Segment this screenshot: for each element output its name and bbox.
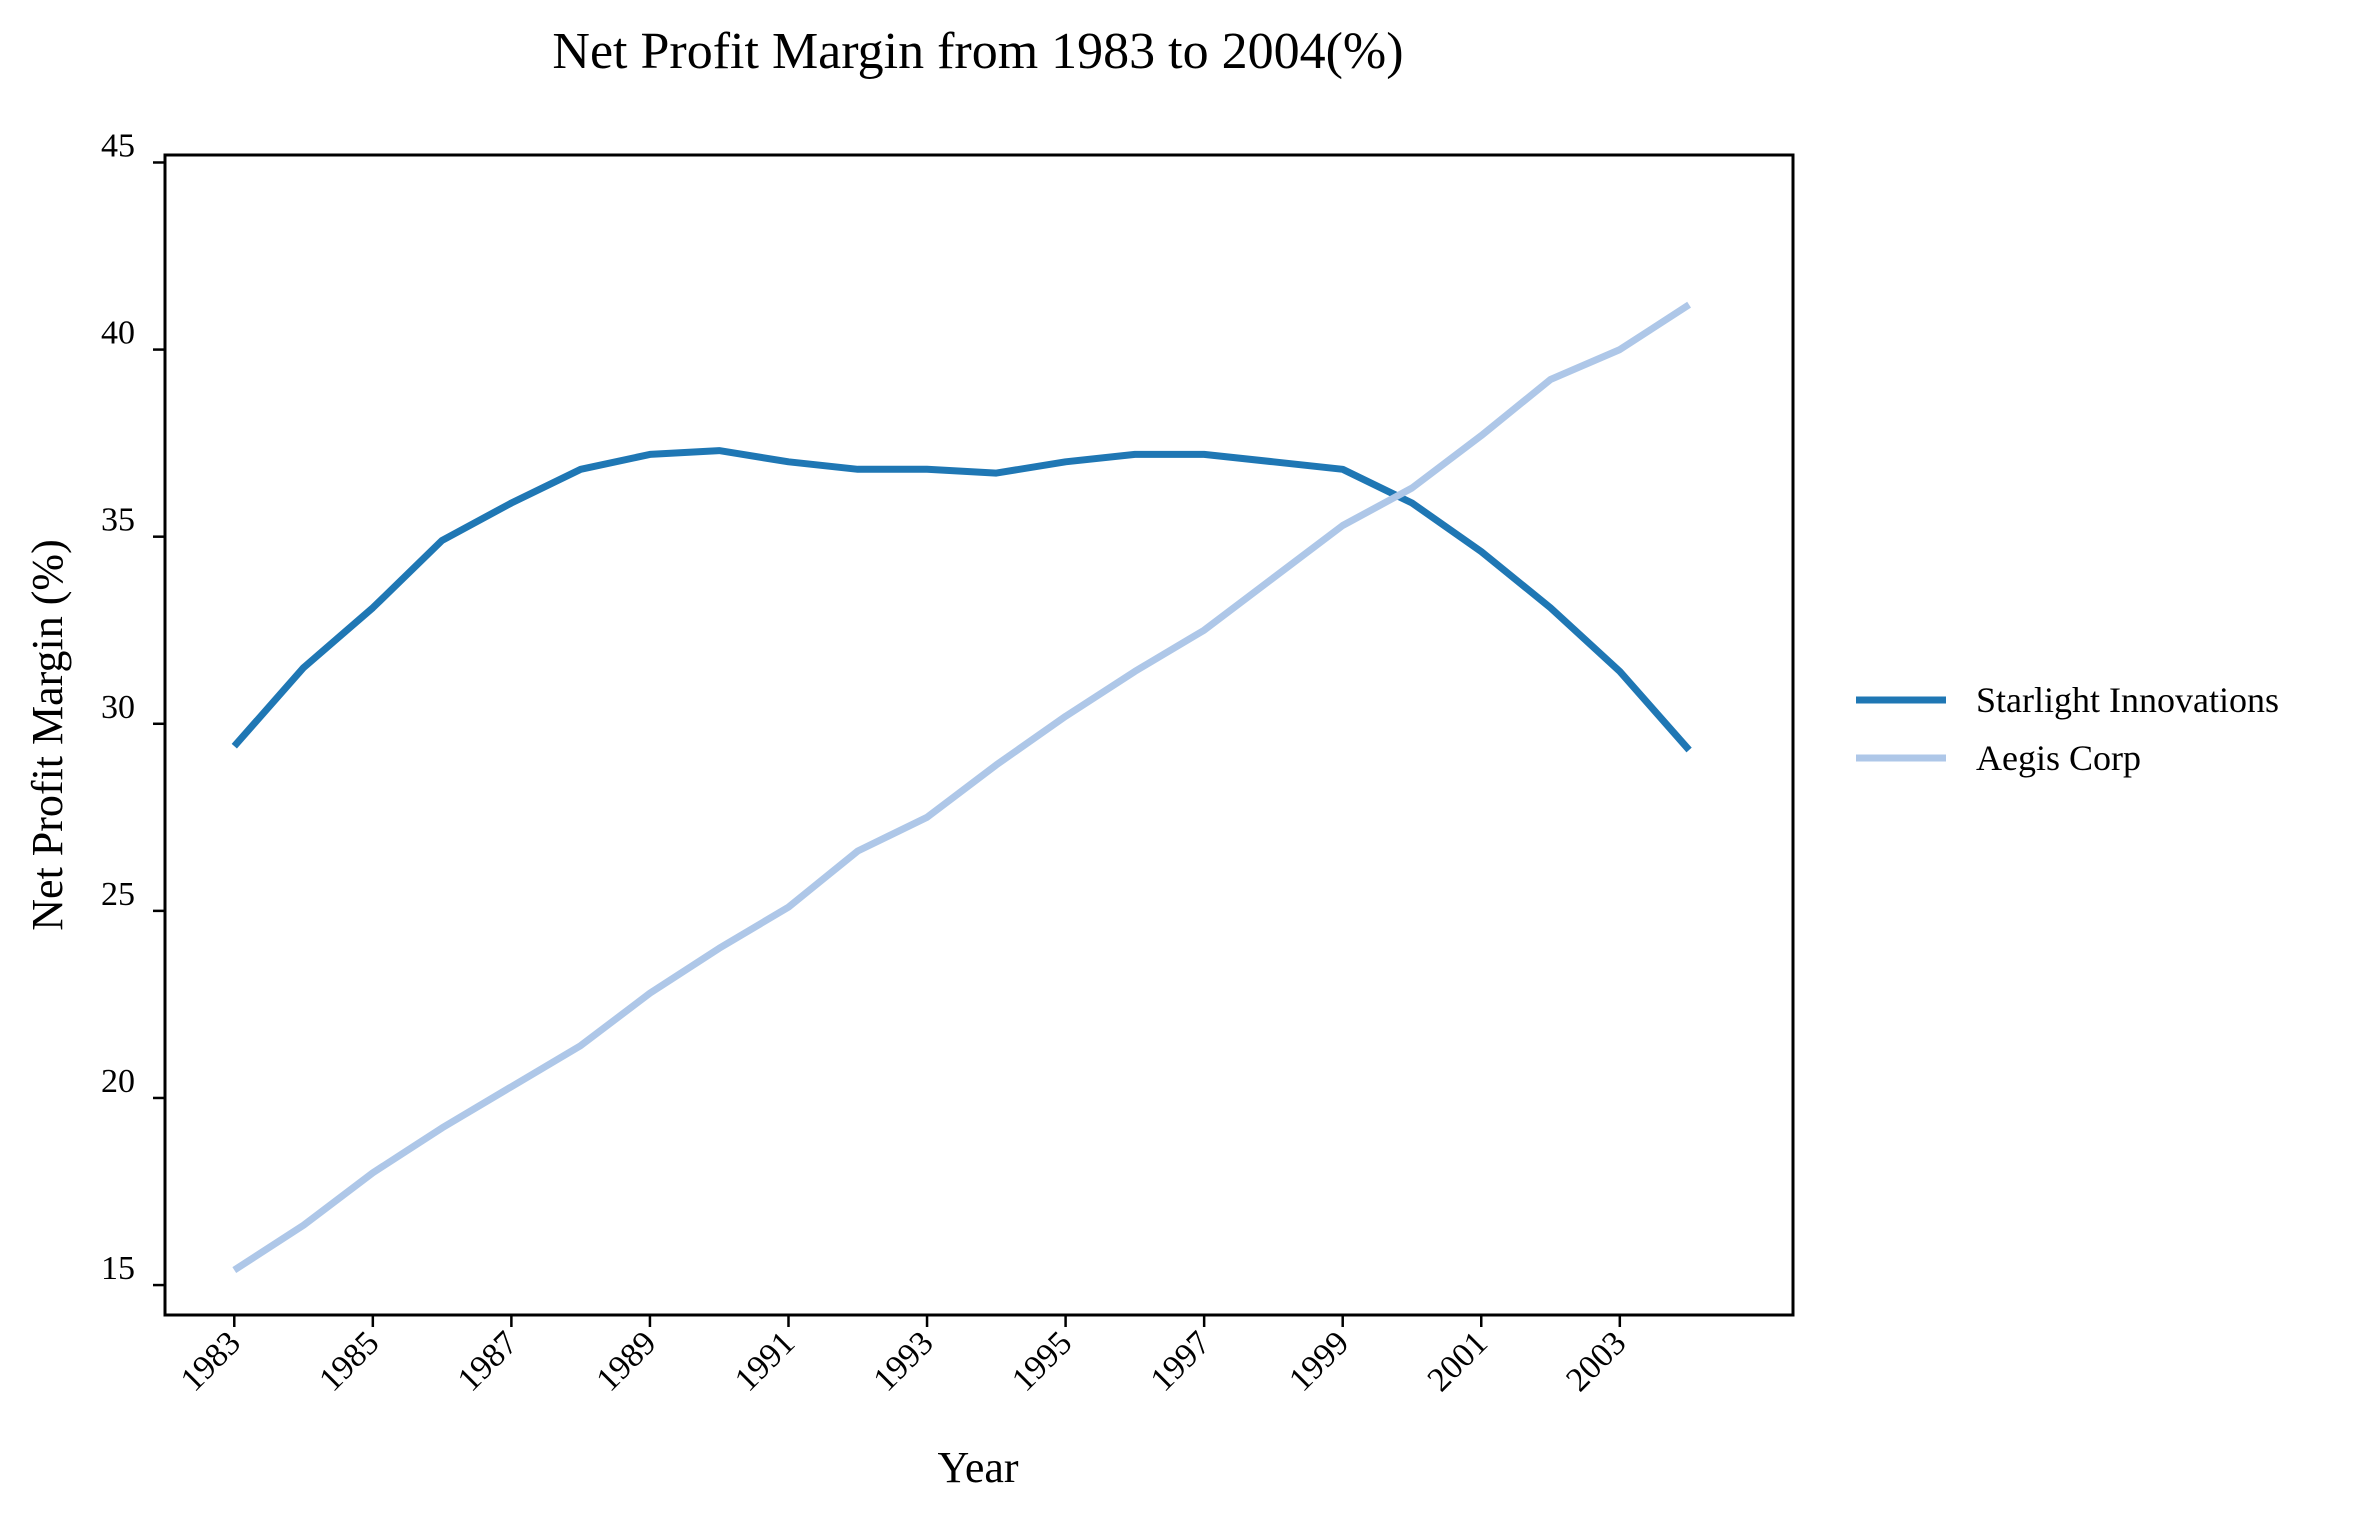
x-tick-label: 2003	[1559, 1324, 1633, 1398]
x-axis-label: Year	[937, 1443, 1018, 1492]
y-axis: 15 20 25 30 35 40 45	[101, 127, 165, 1287]
y-tick-label: 35	[101, 502, 135, 539]
y-tick-label: 25	[101, 876, 135, 913]
series-line-1	[232, 301, 1692, 1274]
y-axis-label: Net Profit Margin (%)	[23, 539, 72, 930]
y-tick-label: 45	[101, 127, 135, 164]
x-tick-label: 1991	[728, 1324, 802, 1398]
x-tick-label: 1993	[866, 1324, 940, 1398]
y-tick-label: 40	[101, 315, 135, 352]
x-tick-label: 1987	[451, 1324, 525, 1398]
legend-label: Starlight Innovations	[1976, 680, 2279, 720]
plot-frame	[163, 153, 1795, 1317]
legend: Starlight Innovations Aegis Corp	[1856, 680, 2279, 778]
x-tick-label: 2001	[1421, 1324, 1495, 1398]
y-tick-label: 20	[101, 1063, 135, 1100]
x-tick-label: 1983	[174, 1324, 248, 1398]
x-tick-label: 1995	[1005, 1324, 1079, 1398]
x-tick-label: 1985	[312, 1324, 386, 1398]
x-tick-label: 1999	[1282, 1324, 1356, 1398]
chart-title: Net Profit Margin from 1983 to 2004(%)	[552, 23, 1403, 80]
x-tick-label: 1997	[1144, 1324, 1218, 1398]
legend-label: Aegis Corp	[1976, 738, 2141, 778]
series-lines	[231, 301, 1692, 1274]
y-tick-label: 15	[101, 1250, 135, 1287]
y-tick-label: 30	[101, 689, 135, 726]
x-tick-label: 1989	[589, 1324, 663, 1398]
x-axis: 1983 1985 1987 1989 1991 1993 1995 1997 1999 2001…	[174, 1315, 1633, 1399]
series-line-0	[231, 447, 1692, 753]
